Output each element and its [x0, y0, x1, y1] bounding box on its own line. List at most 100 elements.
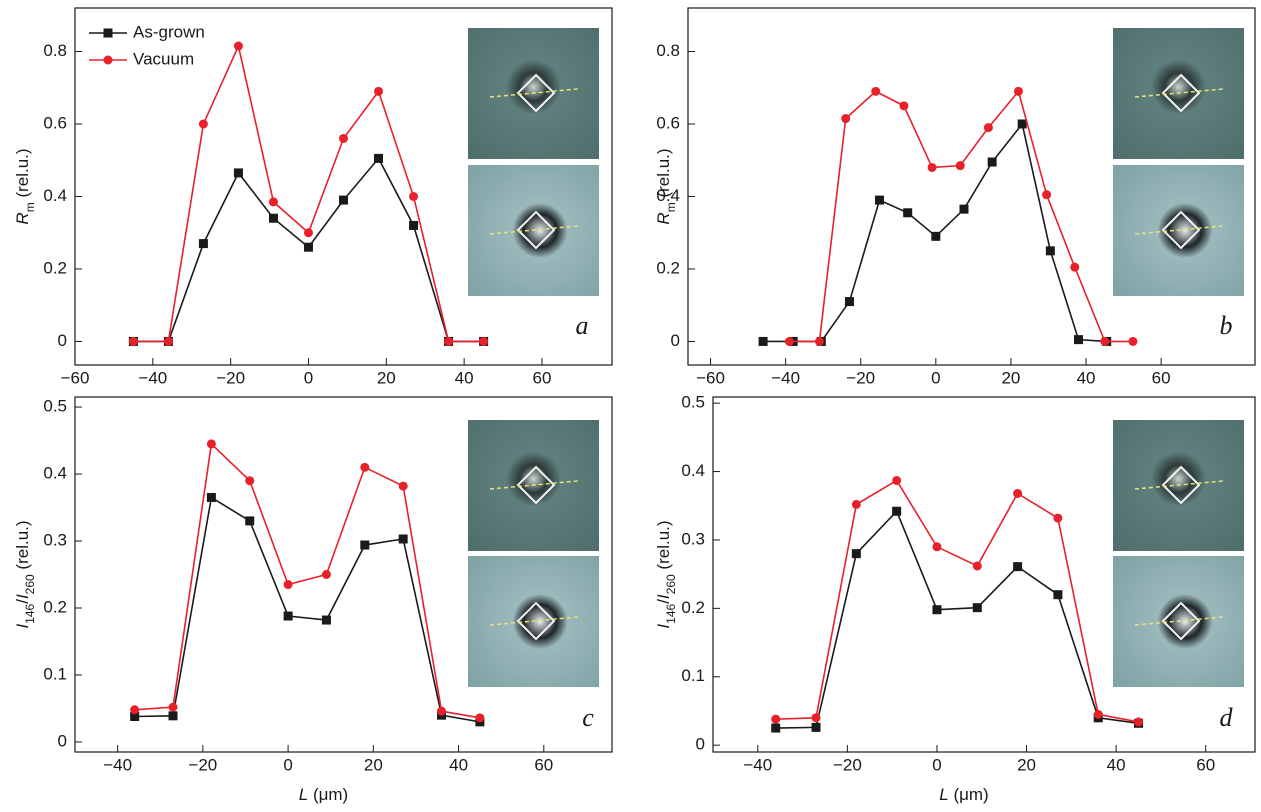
point: [339, 133, 348, 143]
series-line: [134, 442, 481, 719]
y-axis-label: I146/I260 (rel.u.): [654, 520, 678, 628]
point: [303, 242, 313, 252]
point: [168, 702, 178, 712]
y-tick-label: 0.3: [43, 530, 67, 549]
y-axis-label-part: R: [13, 212, 32, 224]
y-axis-label: I146/I260 (rel.u.): [13, 520, 37, 628]
point: [1042, 190, 1052, 200]
point: [233, 168, 243, 178]
point: [1128, 336, 1138, 346]
y-tick-label: 0: [58, 331, 67, 350]
point: [268, 197, 278, 207]
point: [303, 228, 313, 238]
point: [811, 722, 821, 732]
x-tick-label: 40: [1107, 755, 1126, 774]
point: [771, 714, 781, 724]
point: [932, 542, 942, 552]
plot-frame: [74, 396, 613, 753]
x-tick-label: 20: [1001, 368, 1020, 387]
x-tick-label: 0: [932, 755, 941, 774]
inset-scan-line: [489, 616, 579, 626]
y-tick-label: 0.2: [43, 597, 67, 616]
point: [1053, 513, 1063, 523]
point: [844, 297, 854, 307]
y-axis-label-part: 146: [23, 603, 37, 623]
point: [841, 114, 851, 124]
point: [987, 157, 997, 167]
point: [360, 540, 370, 550]
x-tick-label: 60: [534, 755, 553, 774]
point: [444, 336, 454, 346]
x-tick-label: −20: [216, 368, 245, 387]
point: [245, 516, 255, 526]
panel: −60 −40 −20 0 20 40 60 0 0.2 0.4 0.6 0.8 Rm (rel.u.)…: [654, 7, 1256, 387]
point: [1053, 590, 1063, 600]
y-axis-label-part: I: [13, 624, 32, 629]
point: [128, 336, 138, 346]
y-axis-label-part: I: [654, 594, 673, 599]
point: [771, 723, 781, 733]
x-tick-label: 40: [449, 755, 468, 774]
point: [409, 220, 419, 230]
point: [871, 86, 881, 96]
x-axis-label-part: L: [299, 785, 308, 804]
y-axis-label-part: I: [654, 624, 673, 629]
point: [851, 499, 861, 509]
point: [409, 191, 419, 201]
inset-scan-line: [1134, 616, 1224, 626]
y-axis-label-part: R: [654, 212, 673, 224]
point: [972, 603, 982, 613]
inset-scan-line: [1134, 88, 1224, 98]
plot-frame: [712, 396, 1256, 753]
x-tick-label: 0: [283, 755, 292, 774]
y-tick-label: 0.6: [656, 113, 680, 132]
x-axis-label-part: L: [939, 785, 948, 804]
x-tick-label: 20: [377, 368, 396, 387]
point: [321, 615, 331, 625]
point: [1070, 262, 1080, 272]
y-axis-label-part: I: [13, 594, 32, 599]
y-tick-label: 0.8: [43, 41, 67, 60]
x-axis-label: L (μm): [939, 785, 988, 804]
series-line: [134, 496, 481, 723]
point: [1100, 336, 1110, 346]
point: [1074, 335, 1084, 345]
y-axis-label: Rm (rel.u.): [654, 148, 678, 224]
x-tick-label: 60: [1196, 755, 1215, 774]
y-axis-label-part: 260: [23, 574, 37, 594]
point: [899, 101, 909, 111]
inset-scan-line: [1134, 480, 1224, 490]
y-axis-label: Rm (rel.u.): [13, 148, 37, 224]
point: [875, 195, 885, 205]
point: [339, 195, 348, 205]
point: [374, 86, 384, 96]
point: [283, 611, 293, 621]
x-axis-label: L (μm): [299, 785, 348, 804]
legend-label: Vacuum: [133, 49, 194, 68]
y-axis-label-part: m: [23, 202, 37, 212]
point: [475, 713, 485, 723]
x-tick-label: 0: [304, 368, 313, 387]
x-tick-label: −40: [771, 368, 800, 387]
y-axis-label-part: 146: [664, 603, 678, 623]
point: [931, 231, 941, 241]
point: [927, 162, 937, 172]
x-tick-label: −20: [833, 755, 862, 774]
panel: −60 −40 −20 0 20 40 60 0 0.2 0.4 0.6 0.8 Rm (rel.u.)…: [13, 7, 613, 387]
y-tick-label: 0: [671, 331, 680, 350]
y-tick-label: 0.2: [43, 258, 67, 277]
legend-marker: [103, 28, 113, 38]
x-axis-label-part: (μm): [308, 785, 348, 804]
series-line: [775, 479, 1139, 723]
point: [903, 208, 913, 218]
inset-indent: [516, 73, 556, 113]
point: [892, 475, 902, 485]
x-tick-label: 20: [1017, 755, 1036, 774]
panel-label: c: [582, 703, 594, 732]
point: [811, 713, 821, 723]
y-tick-label: 0.3: [681, 529, 705, 548]
point: [268, 213, 278, 223]
point: [892, 506, 902, 516]
